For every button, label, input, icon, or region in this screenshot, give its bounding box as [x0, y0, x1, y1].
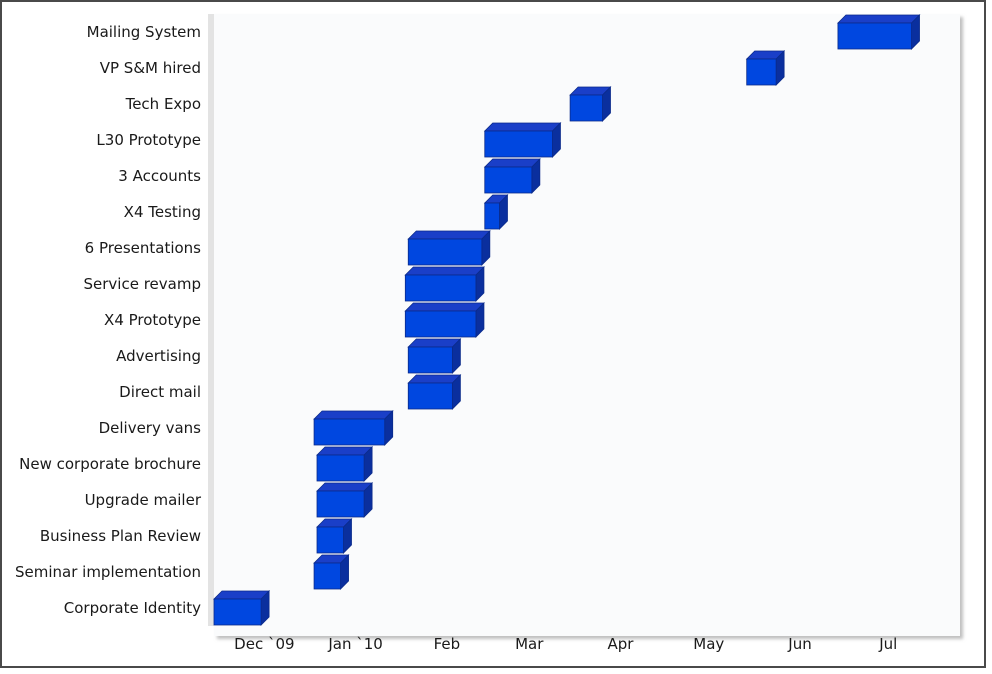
task-bar-new-corporate-brochure — [316, 446, 374, 482]
task-label-l30-prototype: L30 Prototype — [96, 131, 201, 149]
x-tick-label-feb: Feb — [434, 635, 461, 653]
task-bar-advertising — [407, 338, 462, 374]
task-label-service-revamp: Service revamp — [84, 275, 201, 293]
task-label-seminar-implementation: Seminar implementation — [15, 563, 201, 581]
task-bar-x4-prototype — [404, 302, 485, 338]
task-bar-x4-testing — [483, 194, 509, 230]
task-bar-l30-prototype — [483, 122, 562, 158]
task-bar-direct-mail — [407, 374, 462, 410]
task-label-3-accounts: 3 Accounts — [118, 167, 201, 185]
x-tick-label-may: May — [693, 635, 724, 653]
x-axis-ticks: Dec `09 Jan `10 Feb Mar Apr May Jun Jul — [234, 635, 897, 653]
task-label-x4-testing: X4 Testing — [124, 203, 201, 221]
x-tick-label-jun: Jun — [787, 635, 811, 653]
plot-left-wall — [208, 14, 214, 626]
task-bar-upgrade-mailer — [316, 482, 374, 518]
x-tick-label-mar: Mar — [515, 635, 544, 653]
task-label-delivery-vans: Delivery vans — [99, 419, 202, 437]
task-label-mailing-system: Mailing System — [87, 23, 201, 41]
x-tick-label-jul: Jul — [878, 635, 897, 653]
task-bar-delivery-vans — [313, 410, 394, 446]
task-bar-6-presentations — [407, 230, 491, 266]
task-bar-vp-s-m-hired — [745, 50, 786, 86]
task-bars — [213, 14, 921, 626]
task-label-direct-mail: Direct mail — [119, 383, 201, 401]
task-label-6-presentations: 6 Presentations — [85, 239, 202, 257]
task-label-vp-s-m-hired: VP S&M hired — [100, 59, 201, 77]
task-label-x4-prototype: X4 Prototype — [104, 311, 201, 329]
task-labels: Mailing System VP S&M hired Tech Expo L30 P… — [15, 23, 202, 617]
task-label-upgrade-mailer: Upgrade mailer — [85, 491, 202, 509]
task-bar-business-plan-review — [316, 518, 353, 554]
task-bar-seminar-implementation — [313, 554, 350, 590]
task-label-corporate-identity: Corporate Identity — [64, 599, 201, 617]
task-bar-corporate-identity — [213, 590, 271, 626]
x-tick-label-jan-10: Jan `10 — [327, 635, 382, 653]
task-label-tech-expo: Tech Expo — [125, 95, 201, 113]
x-tick-label-apr: Apr — [608, 635, 635, 653]
task-label-new-corporate-brochure: New corporate brochure — [19, 455, 201, 473]
task-bar-3-accounts — [483, 158, 541, 194]
task-bar-tech-expo — [569, 86, 612, 122]
task-label-business-plan-review: Business Plan Review — [40, 527, 201, 545]
x-tick-label-dec-09: Dec `09 — [234, 635, 294, 653]
task-bar-mailing-system — [836, 14, 921, 50]
task-bar-service-revamp — [404, 266, 485, 302]
task-label-advertising: Advertising — [116, 347, 201, 365]
